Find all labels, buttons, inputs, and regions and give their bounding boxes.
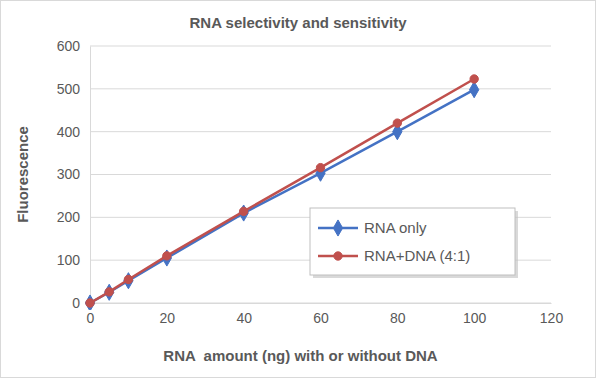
x-tick-label: 60 [313,310,329,326]
y-tick: 100 [57,252,90,268]
x-tick-label: 40 [236,310,252,326]
grid-line [90,131,551,132]
y-tick: 500 [57,81,90,97]
series-marker [163,252,171,260]
x-tick-label: 120 [540,310,564,326]
y-tick-label: 600 [57,38,81,54]
grid-line [90,88,551,89]
y-tick-label: 500 [57,81,81,97]
x-tick-label: 20 [160,310,176,326]
y-axis: 0 100 200 300 400 500 600 [57,38,91,311]
y-axis-title: Fluorescence [14,126,31,223]
y-axis-line [90,47,91,304]
x-tick: 80 [390,303,406,326]
series-marker [316,163,324,171]
y-tick-label: 100 [57,252,81,268]
series-marker [470,82,479,98]
y-tick: 400 [57,124,90,140]
grid-line [90,303,551,304]
plot-area: 0 100 200 300 400 500 600 0 20 40 60 80 100 120 [57,38,564,326]
y-tick-label: 200 [57,209,81,225]
legend-label: RNA only [364,219,427,236]
y-tick-label: 400 [57,124,81,140]
series-marker [393,119,401,127]
series-marker [85,295,94,310]
legend-label: RNA+DNA (4:1) [364,247,470,264]
y-tick: 600 [57,38,90,54]
legend: RNA only RNA+DNA (4:1) [310,208,518,278]
series-marker [105,288,113,296]
chart-title: RNA selectivity and sensitivity [189,14,407,31]
grid-line [90,46,551,47]
legend-item: RNA+DNA (4:1) [318,247,470,264]
y-tick-label: 0 [72,295,80,311]
chart-container: 0 100 200 300 400 500 600 0 20 40 60 80 100 120 RNA se… [0,0,596,378]
x-axis-line [91,303,552,304]
x-tick-label: 80 [390,310,406,326]
x-tick: 60 [313,303,329,326]
legend-box [310,208,515,275]
series-marker [86,299,94,307]
series-marker [124,273,133,289]
series-marker [239,207,247,215]
x-axis-title: RNA amount (ng) with or without DNA [163,347,438,364]
x-tick-label: 100 [463,310,487,326]
x-tick: 20 [160,303,176,326]
y-tick-label: 300 [57,166,81,182]
series-marker [162,250,171,266]
y-tick: 200 [57,209,90,225]
series-marker [239,205,248,221]
chart-border [1,1,596,378]
x-tick-label: 0 [87,310,95,326]
chart-svg: 0 100 200 300 400 500 600 0 20 40 60 80 100 120 RNA se… [0,0,596,378]
x-tick: 40 [236,303,252,326]
y-tick: 300 [57,166,90,182]
x-tick: 120 [540,303,564,326]
series-marker [105,284,114,300]
x-tick: 100 [463,303,487,326]
series-marker [124,275,132,283]
legend-item: RNA only [318,219,427,236]
legend-marker [334,252,342,260]
x-axis: 0 20 40 60 80 100 120 [87,303,564,326]
legend-marker [333,220,342,236]
grid [90,46,551,303]
series-marker [470,75,478,83]
